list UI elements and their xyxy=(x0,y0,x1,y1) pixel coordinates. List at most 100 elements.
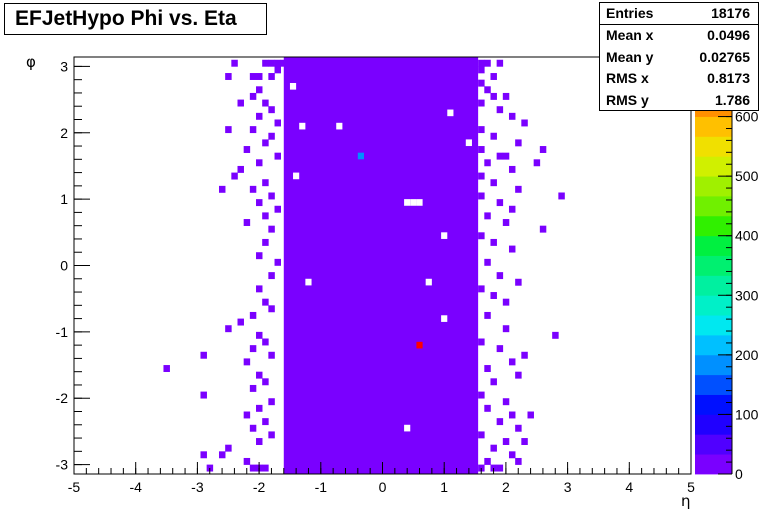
heatmap-cell xyxy=(249,384,257,392)
x-tick-label: -5 xyxy=(68,479,81,495)
heatmap-cell xyxy=(508,451,516,459)
z-tick-label: 400 xyxy=(735,228,759,244)
heatmap-cell xyxy=(521,438,528,445)
heatmap-cell xyxy=(249,92,257,100)
heatmap-cell xyxy=(515,139,522,147)
heatmap-cell xyxy=(274,205,281,213)
heatmap-cell xyxy=(558,192,565,200)
heatmap-cell xyxy=(262,59,269,67)
heatmap-cell xyxy=(484,59,491,67)
heatmap-cell xyxy=(490,444,497,452)
heatmap-cell xyxy=(502,92,510,100)
heatmap-cell xyxy=(502,398,510,406)
heatmap-cell xyxy=(262,139,269,147)
heatmap-empty-cell xyxy=(404,424,411,432)
heatmap-cell xyxy=(237,99,244,107)
heatmap-cell xyxy=(200,451,207,459)
x-tick-label: 1 xyxy=(440,479,448,495)
stats-value: 1.786 xyxy=(714,91,750,108)
heatmap-cell xyxy=(508,112,516,120)
heatmap-cell xyxy=(478,172,485,180)
heatmap-cell xyxy=(496,345,504,353)
heatmap-cell xyxy=(225,73,232,80)
heatmap-cell xyxy=(249,345,257,353)
heatmap-cell xyxy=(268,225,275,233)
y-tick-label: -2 xyxy=(56,390,69,406)
heatmap-cell xyxy=(268,272,275,280)
heatmap-cell xyxy=(256,371,263,379)
heatmap-core-band xyxy=(283,57,479,474)
heatmap-empty-cell xyxy=(336,122,343,130)
color-scale-swatch xyxy=(695,354,732,376)
x-tick-label: -4 xyxy=(129,479,142,495)
heatmap-cell xyxy=(478,66,485,74)
heatmap-cell xyxy=(478,431,485,439)
heatmap-cell xyxy=(508,165,516,173)
heatmap-cell xyxy=(496,199,504,207)
heatmap-cell xyxy=(256,199,263,207)
heatmap-cell xyxy=(496,59,504,67)
color-scale-swatch xyxy=(695,414,732,435)
heatmap-empty-cell xyxy=(425,278,432,286)
heatmap-cell xyxy=(268,398,275,406)
heatmap-cell xyxy=(256,112,263,120)
heatmap-cell xyxy=(508,358,516,366)
heatmap-cell xyxy=(274,119,281,127)
heatmap-cell xyxy=(262,212,269,220)
axes: -5 -4 -3 -2 -1 0 1 2 3 4 5 -3 -2 -1 0 1 2 3 xyxy=(56,58,696,495)
color-scale-swatch xyxy=(695,116,732,137)
stats-value: 0.8173 xyxy=(707,70,750,87)
heatmap-cell xyxy=(508,205,516,213)
heatmap-cell xyxy=(256,438,263,445)
y-tick-label: 2 xyxy=(60,125,68,141)
heatmap-hot-cell xyxy=(357,152,364,160)
heatmap-cell xyxy=(163,365,170,372)
x-tick-label: 0 xyxy=(379,479,387,495)
heatmap-cell xyxy=(508,245,516,253)
z-tick-label: 600 xyxy=(735,109,759,125)
stats-value: 0.02765 xyxy=(699,48,750,65)
heatmap-cell xyxy=(484,258,491,266)
heatmap-empty-cell xyxy=(305,278,312,286)
heatmap-cell xyxy=(262,238,269,246)
heatmap-cell xyxy=(539,146,547,153)
heatmap-cell xyxy=(218,185,226,193)
heatmap-cell xyxy=(490,132,497,140)
color-scale-swatch xyxy=(695,335,732,356)
stats-entries-row: Entries 18176 xyxy=(600,3,758,26)
heatmap-empty-cell xyxy=(410,199,417,206)
heatmap-cell xyxy=(496,272,504,280)
heatmap-cell xyxy=(262,464,269,472)
heatmap-cell xyxy=(256,404,263,412)
heatmap-cell xyxy=(243,411,251,419)
heatmap-cell xyxy=(478,126,485,134)
heatmap-cell xyxy=(496,106,504,114)
heatmap-cell xyxy=(496,418,504,426)
heatmap-cell xyxy=(243,358,251,366)
heatmap-cell xyxy=(262,99,269,107)
heatmap-empty-cell xyxy=(441,315,448,322)
stats-label: RMS y xyxy=(606,91,649,108)
z-tick-label: 100 xyxy=(735,406,759,422)
heatmap-cell xyxy=(515,278,522,286)
heatmap-cell xyxy=(243,457,251,465)
heatmap-cell xyxy=(515,371,522,379)
heatmap-cell xyxy=(280,59,288,67)
heatmap-cell xyxy=(249,424,257,432)
color-scale-swatch xyxy=(695,295,732,316)
heatmap-cell xyxy=(262,338,269,346)
heatmap-cell xyxy=(243,219,251,226)
heatmap-cell xyxy=(268,351,275,359)
heatmap-cell xyxy=(225,126,232,134)
z-tick-label: 200 xyxy=(735,347,759,363)
heatmap-cell xyxy=(521,119,528,127)
heatmap-cell xyxy=(484,212,491,220)
heatmap-empty-cell xyxy=(416,199,423,206)
heatmap-cell xyxy=(502,152,510,160)
heatmap-cell xyxy=(515,424,522,432)
heatmap-cell xyxy=(268,73,275,80)
heatmap-cell xyxy=(515,185,522,193)
heatmap-cell xyxy=(256,252,263,260)
heatmap-cell xyxy=(262,179,269,187)
stats-value: 0.0496 xyxy=(707,27,750,44)
